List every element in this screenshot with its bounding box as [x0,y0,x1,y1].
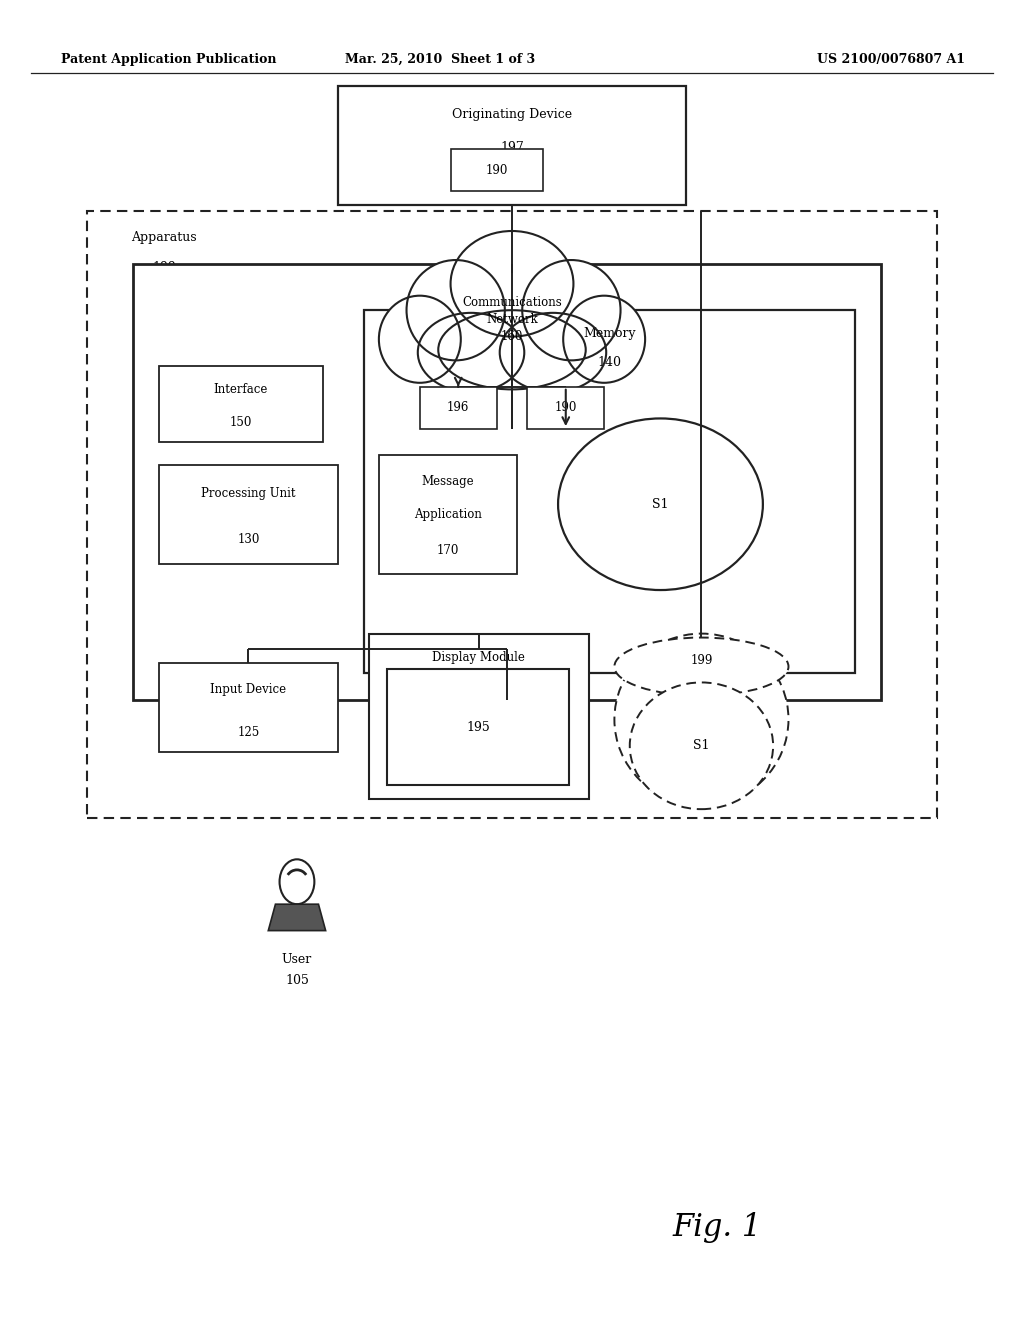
Text: Fig. 1: Fig. 1 [672,1212,762,1243]
Ellipse shape [558,418,763,590]
Bar [159,366,323,442]
Bar [159,663,338,752]
Text: 140: 140 [597,356,622,370]
Bar [338,86,686,205]
Ellipse shape [407,260,505,360]
Ellipse shape [563,296,645,383]
Bar [369,634,589,799]
Ellipse shape [614,638,788,696]
Ellipse shape [438,310,586,389]
Text: 120: 120 [468,680,489,693]
Ellipse shape [630,682,773,809]
Text: 190: 190 [555,401,577,414]
Text: US 2100/0076807 A1: US 2100/0076807 A1 [817,53,965,66]
Text: Apparatus: Apparatus [131,231,197,244]
Text: 130: 130 [238,533,259,546]
Text: 125: 125 [238,726,259,739]
Text: 197: 197 [500,141,524,154]
Bar [527,387,604,429]
Text: Memory: Memory [583,327,636,341]
Text: 195: 195 [466,721,490,734]
Circle shape [280,859,314,904]
Text: 190: 190 [485,164,508,177]
Bar [451,149,543,191]
Text: Patent Application Publication: Patent Application Publication [61,53,276,66]
Bar [159,465,338,564]
Text: User: User [282,953,312,966]
Bar [364,310,855,673]
Text: 105: 105 [285,974,309,987]
Text: Interface: Interface [213,383,268,396]
Text: 199: 199 [690,653,713,667]
Text: Originating Device: Originating Device [452,108,572,121]
Ellipse shape [379,296,461,383]
Text: S1: S1 [652,498,669,511]
Text: Input Device: Input Device [210,682,287,696]
Ellipse shape [451,231,573,337]
Text: 150: 150 [229,416,252,429]
Bar [87,211,937,818]
Text: 170: 170 [437,544,459,557]
Ellipse shape [418,313,524,392]
Polygon shape [268,904,326,931]
Bar [379,455,517,574]
Text: Application: Application [414,508,482,521]
Bar [133,264,881,700]
Text: Electronic Device: Electronic Device [451,281,563,294]
Text: Processing Unit: Processing Unit [201,487,296,500]
Text: Mar. 25, 2010  Sheet 1 of 3: Mar. 25, 2010 Sheet 1 of 3 [345,53,536,66]
Bar [387,669,569,785]
Ellipse shape [500,313,606,392]
Bar [420,387,497,429]
Text: Communications
Network
160: Communications Network 160 [462,296,562,343]
Text: Message: Message [422,475,474,488]
Text: Display Module: Display Module [432,651,525,664]
Text: 110: 110 [495,310,519,323]
Ellipse shape [522,260,621,360]
Text: 199: 199 [152,261,176,275]
Ellipse shape [614,634,788,805]
Text: S1: S1 [693,739,710,752]
Text: 196: 196 [447,401,469,414]
